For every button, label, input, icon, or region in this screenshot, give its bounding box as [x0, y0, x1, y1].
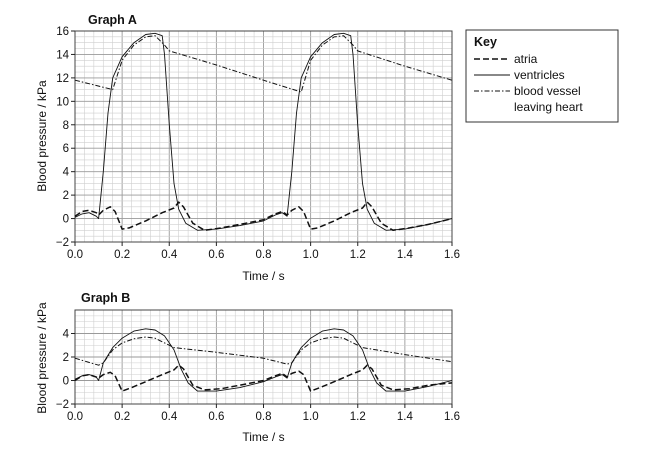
series-line-dashed — [74, 201, 453, 232]
y-tick-label: −2 — [56, 237, 69, 249]
x-tick-label: 0.4 — [161, 411, 178, 423]
y-tick-label: 2 — [63, 352, 69, 364]
x-tick-label: 1.6 — [444, 249, 460, 261]
key-vessel-label: blood vessel — [514, 84, 581, 98]
x-axis-label: Time / s — [242, 269, 284, 283]
x-tick-label: 0.8 — [256, 249, 272, 261]
x-tick-label: 0.0 — [67, 411, 83, 423]
x-tick-label: 0.2 — [114, 249, 130, 261]
x-tick-label: 0.6 — [208, 411, 224, 423]
key-vessel-label-line2: leaving heart — [514, 100, 583, 114]
y-tick-label: 4 — [63, 167, 70, 179]
x-tick-label: 0.2 — [114, 411, 130, 423]
series-line-dashed — [74, 364, 453, 392]
key-border — [465, 29, 619, 123]
x-tick-label: 0.4 — [161, 249, 178, 261]
y-tick-label: 16 — [56, 26, 69, 38]
graph-a-title: Graph A — [88, 13, 137, 27]
x-tick-label: 1.0 — [303, 249, 319, 261]
y-tick-label: 2 — [63, 190, 69, 202]
x-axis-label: Time / s — [242, 430, 284, 444]
y-axis-label: Blood pressure / kPa — [35, 302, 49, 414]
x-tick-label: 0.8 — [256, 411, 272, 423]
graph-b: Graph B 0.0 0.2 0.4 0.6 0.8 1.0 1.2 1.4 1.6 −2 0 2 4… — [35, 291, 460, 444]
x-tick-label: 1.2 — [350, 249, 366, 261]
series-line-dash-dot — [74, 35, 453, 93]
x-tick-label: 1.4 — [397, 411, 414, 423]
x-tick-label: 1.2 — [350, 411, 366, 423]
y-tick-label: 10 — [56, 96, 69, 108]
series-line-solid — [74, 328, 453, 392]
key-ventricles-label: ventricles — [514, 68, 565, 82]
series-line-dash-dot — [74, 336, 453, 366]
graph-grid — [74, 30, 453, 243]
x-tick-label: 0.6 — [208, 249, 224, 261]
y-tick-label: −2 — [56, 399, 69, 411]
y-tick-label: 4 — [63, 329, 70, 341]
y-tick-label: 0 — [63, 376, 69, 388]
y-tick-label: 8 — [63, 120, 69, 132]
x-tick-label: 1.6 — [444, 411, 460, 423]
graph-a: Graph A 0.0 0.2 0.4 0.6 0.8 1.0 1.2 1.4 1.6 −2 0 2 4… — [35, 13, 460, 283]
key-legend: Key atria ventricles blood vessel leavin… — [465, 29, 619, 123]
x-tick-label: 1.0 — [303, 411, 319, 423]
key-atria-label: atria — [514, 52, 538, 66]
y-tick-label: 0 — [63, 214, 69, 226]
x-tick-label: 0.0 — [67, 249, 83, 261]
y-axis-label: Blood pressure / kPa — [35, 80, 49, 192]
y-tick-label: 12 — [56, 73, 69, 85]
y-tick-label: 14 — [56, 49, 69, 61]
y-tick-label: 6 — [63, 143, 69, 155]
x-tick-label: 1.4 — [397, 249, 414, 261]
series-line-solid — [74, 32, 453, 231]
key-title: Key — [474, 35, 497, 49]
graph-b-title: Graph B — [81, 291, 130, 305]
